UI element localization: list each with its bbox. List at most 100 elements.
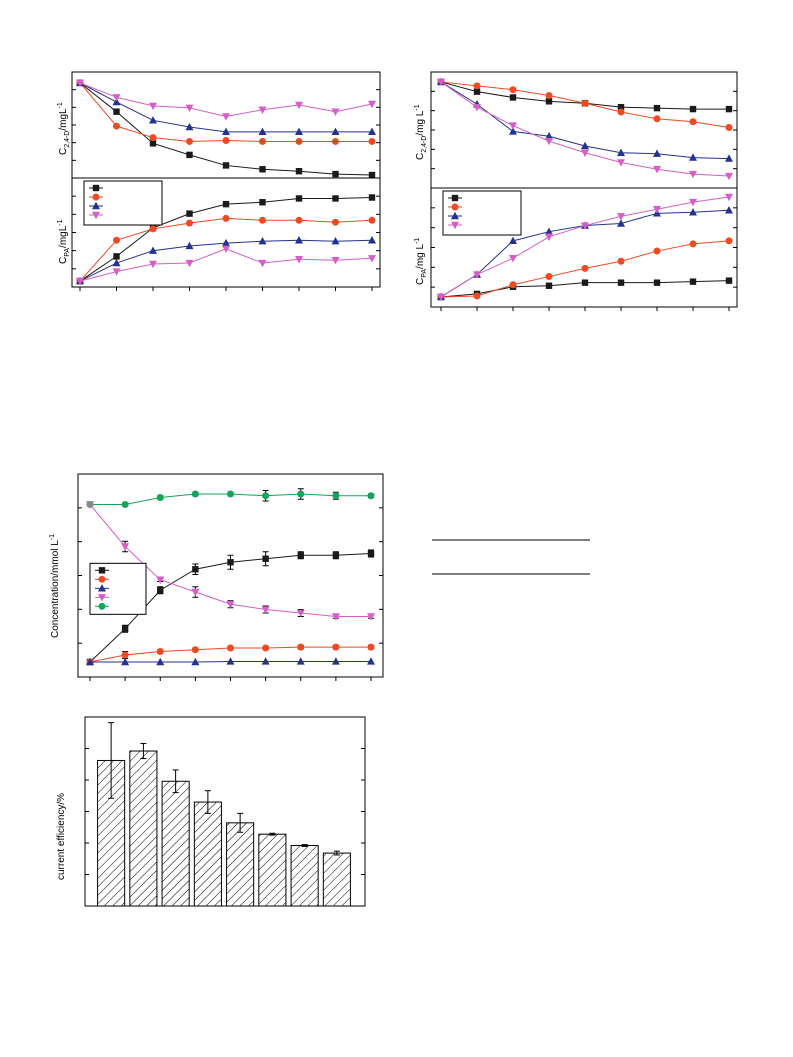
panel-2-top-series-2-point	[653, 149, 661, 157]
panel-2-bottom-legend-marker	[451, 194, 459, 202]
panel-1-bottom-series-0-point	[222, 200, 230, 208]
panel-1-top-series-3-point	[76, 79, 84, 88]
panel-1-bottom-series-0-point	[368, 194, 376, 201]
panel-1-bottom-legend-marker	[92, 184, 100, 192]
panel-2-top-series-1-point	[725, 124, 733, 132]
panel-2-top-series-3-line	[440, 81, 730, 177]
panel-3-series-0-point	[332, 552, 340, 559]
panel-2-bottom-series-0-point	[545, 282, 553, 289]
panel-2-bottom-series-2-point	[509, 236, 517, 245]
panel-1-bottom-series-0-point	[332, 195, 339, 202]
panel-2-top-series-0-point	[473, 88, 481, 95]
panel-2-top-series-0-point	[689, 105, 697, 113]
panel-3-series-1-point	[156, 648, 164, 655]
panel-1-top-series-2-point	[258, 127, 267, 136]
panel-1-bottom-series-1-point	[295, 216, 303, 224]
panel-2-top-series-2-point	[545, 132, 553, 140]
panel-3-series-4-point	[367, 492, 375, 500]
panel-2-bottom-series-3-point	[653, 206, 661, 214]
panel-1-bottom-series-3-point	[76, 277, 84, 286]
panel-2-bottom-series-0-point	[617, 279, 625, 286]
panel-1-bottom-series-3-point	[185, 259, 194, 268]
panel-2-top-series-3-point	[581, 149, 589, 157]
panel-3-series-0-point	[262, 555, 269, 562]
panel-2-bottom-series-0-point	[689, 278, 697, 285]
panel-3-series-3-point	[367, 613, 375, 621]
panel-2-bottom-series-1-point	[581, 264, 589, 272]
panel-4-bar-2	[161, 780, 190, 907]
panel-2-bottom-series-1-point	[653, 247, 661, 255]
panel-1-bottom-series-3-point	[258, 259, 267, 268]
panel-3-series-3-point	[261, 606, 270, 614]
panel-1-top-series-2-point	[185, 122, 194, 131]
panel-1-bottom-series-3-point	[368, 255, 376, 263]
panel-2-top-series-1-point	[509, 86, 517, 94]
panel-2-bottom-series-0-point	[653, 279, 661, 286]
panel-3-series-0-point	[121, 625, 129, 632]
panel-3-series-4-point	[191, 490, 199, 498]
panel-3-legend-marker	[98, 594, 106, 602]
panel-2-top-series-2-point	[725, 154, 733, 162]
panel-3-series-3-point	[331, 613, 340, 621]
panel-1-top-series-3-point	[185, 104, 194, 113]
panel-4-bar-7	[322, 852, 351, 907]
panel-2-top-series-2-point	[617, 148, 625, 156]
panel-1-bottom-series-3-point	[112, 268, 121, 276]
panel-3-series-4-point	[297, 490, 305, 498]
panel-2-bottom-series-0-point	[725, 277, 733, 284]
panel-1-bottom-ylabel: CPA/mgL-1	[57, 219, 71, 264]
panel-1-top-series-1-point	[113, 122, 120, 130]
panel-1-top-series-1-point	[332, 137, 339, 145]
panel-3-legend-marker	[98, 584, 106, 592]
panel-2-top-series-3-point	[689, 170, 697, 179]
panel-3-series-2-point	[296, 657, 305, 665]
panel-1-bottom-legend-marker	[92, 211, 100, 220]
panel-2-bottom-series-1-point	[617, 257, 625, 265]
panel-1-top-series-2-point	[149, 116, 157, 124]
panel-2-bottom-series-3-point	[437, 293, 445, 302]
panel-2-top-series-1-point	[689, 118, 697, 126]
panel-3-series-0-point	[227, 559, 234, 566]
panel-1-top-series-3-point	[222, 113, 230, 121]
panel-2-top-series-1-point	[581, 99, 589, 107]
panel-4-bar-3	[193, 801, 222, 907]
panel-2-bottom-series-3-point	[689, 198, 697, 207]
panel-1-bottom-series-0-point	[113, 253, 120, 260]
panel-2-top-series-3-point	[725, 172, 733, 181]
panel-1-top-ylabel: C2,4-D/mgL-1	[57, 102, 71, 155]
panel-1-bottom-series-1-point	[332, 218, 339, 226]
panel-3-legend-marker	[98, 602, 106, 610]
panel-2-top-series-1-point	[617, 108, 625, 116]
panel-1-bottom-series-3-point	[295, 256, 303, 264]
panel-2-bottom-series-2-point	[617, 219, 625, 227]
panel-3-series-2-point	[121, 657, 130, 666]
panel-3-series-1-point	[191, 646, 199, 654]
panel-3-series-2-point	[331, 657, 340, 665]
panel-3-series-1-point	[297, 643, 305, 651]
panel-2-top-series-2-point	[509, 127, 517, 135]
panel-1-top-series-1-point	[186, 137, 193, 145]
panel-3-series-2-point	[261, 657, 270, 665]
panel-1-top-series-0-point	[222, 162, 230, 169]
panel-1-top-series-0-point	[149, 140, 157, 147]
panel-3-legend-marker	[98, 567, 106, 574]
panel-2-top-ylabel: C2,4-D/mg L-1	[414, 104, 428, 160]
panel-2-bottom-series-3-point	[545, 233, 553, 241]
panel-2-bottom-legend-marker	[451, 221, 459, 230]
panel-3-series-4-point	[121, 501, 129, 508]
panel-1-bottom-series-3-point	[149, 260, 157, 269]
panel-2-top-series-3-point	[653, 166, 661, 174]
panel-4-ylabel: current efficiency/%	[56, 793, 67, 880]
panel-1-bottom-series-1-point	[149, 225, 157, 233]
panel-1-top-series-0-point	[332, 170, 339, 178]
panel-1-top-series-0-point	[295, 168, 303, 175]
panel-3-series-3-point	[191, 588, 200, 597]
panel-1-top-series-1-point	[368, 137, 376, 145]
panel-1-bottom-series-1-point	[368, 216, 376, 224]
panel-2-top-series-1-point	[653, 115, 661, 123]
panel-2-bottom-series-1-point	[473, 292, 481, 300]
panel-3-series-1-point	[332, 643, 340, 651]
panel-1-bottom-series-2-point	[185, 241, 194, 250]
panel-2-bottom-series-3-point	[581, 222, 589, 230]
panel-1-top-series-2-point	[295, 127, 303, 136]
